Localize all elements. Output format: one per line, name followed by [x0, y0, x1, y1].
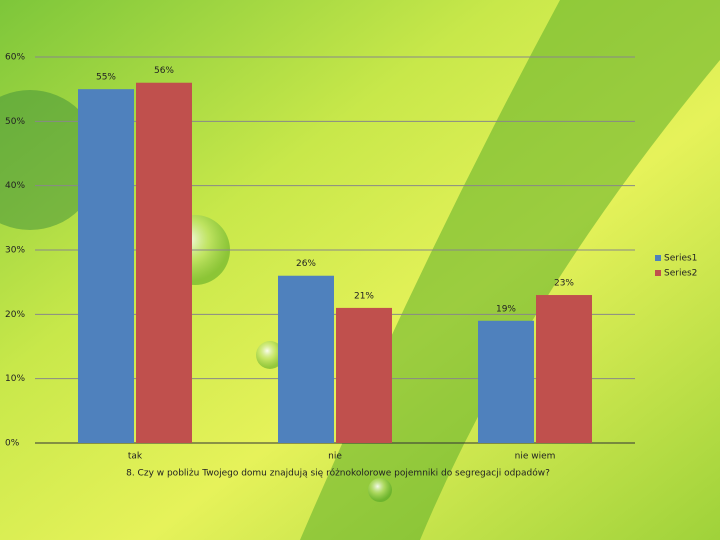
legend-swatch — [655, 255, 661, 261]
droplet — [368, 478, 392, 502]
x-tick-label: nie wiem — [515, 452, 556, 462]
bar — [136, 82, 192, 443]
data-label: 19% — [496, 304, 516, 314]
bar — [278, 275, 334, 443]
data-label: 26% — [296, 259, 316, 269]
data-label: 55% — [96, 73, 116, 83]
x-tick-label: tak — [128, 452, 143, 462]
legend-swatch — [655, 270, 661, 276]
legend-label: Series2 — [664, 269, 697, 279]
y-tick-label: 30% — [5, 246, 25, 256]
x-axis-title: 8. Czy w pobliżu Twojego domu znajdują s… — [126, 468, 550, 479]
data-label: 21% — [354, 291, 374, 301]
y-tick-label: 60% — [5, 53, 25, 63]
leaf — [300, 0, 720, 540]
y-tick-label: 0% — [5, 439, 20, 449]
data-label: 23% — [554, 279, 574, 289]
y-tick-label: 40% — [5, 181, 25, 191]
legend-label: Series1 — [664, 254, 697, 264]
globe — [0, 90, 100, 230]
y-tick-label: 10% — [5, 374, 25, 384]
data-label: 56% — [154, 66, 174, 76]
bar — [536, 295, 592, 443]
y-tick-label: 20% — [5, 310, 25, 320]
y-tick-label: 50% — [5, 117, 25, 127]
bar — [478, 320, 534, 443]
droplet — [256, 341, 284, 369]
x-tick-label: nie — [328, 452, 342, 462]
bar — [336, 307, 392, 443]
bar — [78, 89, 134, 444]
